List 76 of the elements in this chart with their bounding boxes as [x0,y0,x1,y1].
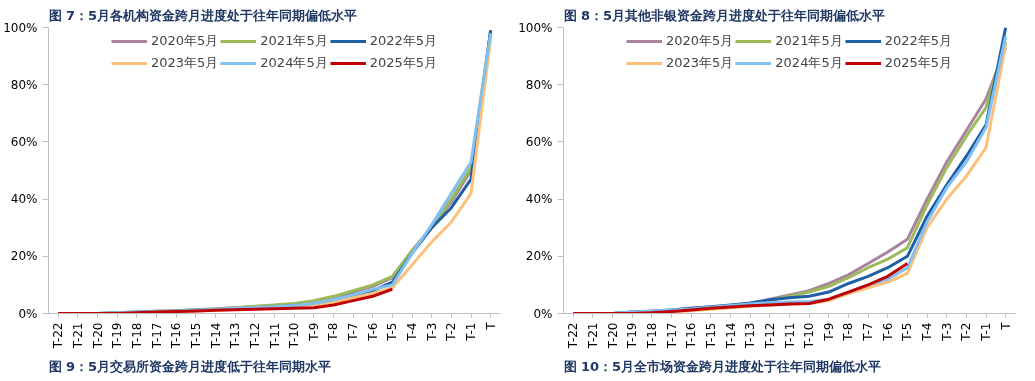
x-tick-label: T-22 [51,322,66,350]
y-tick-label: 100% [3,20,38,35]
y-tick-label: 60% [10,134,38,149]
y-tick-label: 40% [10,192,38,207]
y-tick-label: 100% [518,20,553,35]
x-tick-label: T [998,321,1013,331]
legend-label: 2020年5月 [665,32,734,50]
x-tick-label: T-12 [247,322,262,350]
chart-title: 图 8：5月其他非银资金跨月进度处于往年同期偏低水平 [563,7,886,23]
legend-label: 2024年5月 [260,54,328,72]
line-series [56,287,394,314]
x-tick-label: T-20 [605,322,620,350]
x-tick-label: T-12 [762,322,777,350]
x-tick-label: T-2 [444,322,459,342]
y-tick-label: 40% [525,192,553,207]
x-tick-label: T-17 [149,322,164,350]
x-tick-label: T-17 [664,322,679,350]
x-tick-label: T-11 [267,322,282,350]
x-tick-label: T-13 [743,322,758,350]
x-tick-label: T-14 [723,322,738,350]
x-tick-label: T-4 [920,322,935,342]
x-tick-label: T-18 [644,322,659,350]
x-tick-label: T-7 [861,322,876,342]
line-series [571,261,909,314]
x-tick-label: T-2 [959,322,974,342]
x-tick-label: T-7 [346,322,361,342]
legend-label: 2021年5月 [775,32,843,50]
legend-label: 2022年5月 [884,32,953,50]
x-tick-label: T-10 [287,322,302,350]
y-tick-label: 0% [533,306,553,321]
x-tick-label: T [483,321,498,331]
chart-title: 图 7：5月各机构资金跨月进度处于往年同期偏低水平 [48,7,358,23]
x-tick-label: T-5 [900,322,915,342]
legend-label: 2024年5月 [775,54,843,72]
x-tick-label: T-18 [129,322,144,350]
caption: 图 10：5月全市场资金跨月进度处于往年同期偏低水平 [563,358,882,374]
x-tick-label: T-4 [405,322,420,342]
legend-label: 2023年5月 [150,54,219,72]
x-tick-label: T-15 [188,322,203,350]
x-tick-label: T-19 [625,322,640,350]
x-tick-label: T-16 [684,322,699,350]
x-tick-label: T-16 [169,322,184,350]
x-tick-label: T-1 [464,322,479,342]
x-tick-label: T-20 [90,322,105,350]
x-tick-label: T-13 [228,322,243,350]
x-tick-label: T-1 [979,322,994,342]
legend-label: 2023年5月 [665,54,734,72]
x-tick-label: T-8 [326,322,341,342]
x-tick-label: T-14 [208,322,223,350]
y-tick-label: 60% [525,134,553,149]
x-tick-label: T-6 [365,322,380,342]
x-tick-label: T-15 [703,322,718,350]
y-tick-label: 80% [10,77,38,92]
y-tick-label: 80% [525,77,553,92]
legend-label: 2020年5月 [150,32,219,50]
legend-label: 2025年5月 [369,54,438,72]
x-tick-label: T-8 [841,322,856,342]
x-tick-label: T-21 [70,322,85,350]
x-tick-label: T-11 [782,322,797,350]
caption: 图 9：5月交易所资金跨月进度低于往年同期水平 [48,358,332,374]
x-tick-label: T-10 [802,322,817,350]
legend-label: 2025年5月 [884,54,953,72]
y-tick-label: 20% [525,249,553,264]
x-tick-label: T-3 [939,322,954,342]
y-tick-label: 20% [10,249,38,264]
y-tick-label: 0% [18,306,38,321]
x-tick-label: T-19 [110,322,125,350]
x-tick-label: T-21 [585,322,600,350]
x-tick-label: T-6 [880,322,895,342]
x-tick-label: T-5 [385,322,400,342]
x-tick-label: T-9 [306,322,321,342]
legend-label: 2022年5月 [369,32,438,50]
x-tick-label: T-3 [424,322,439,342]
legend-label: 2021年5月 [260,32,328,50]
x-tick-label: T-9 [821,322,836,342]
x-tick-label: T-22 [566,322,581,350]
